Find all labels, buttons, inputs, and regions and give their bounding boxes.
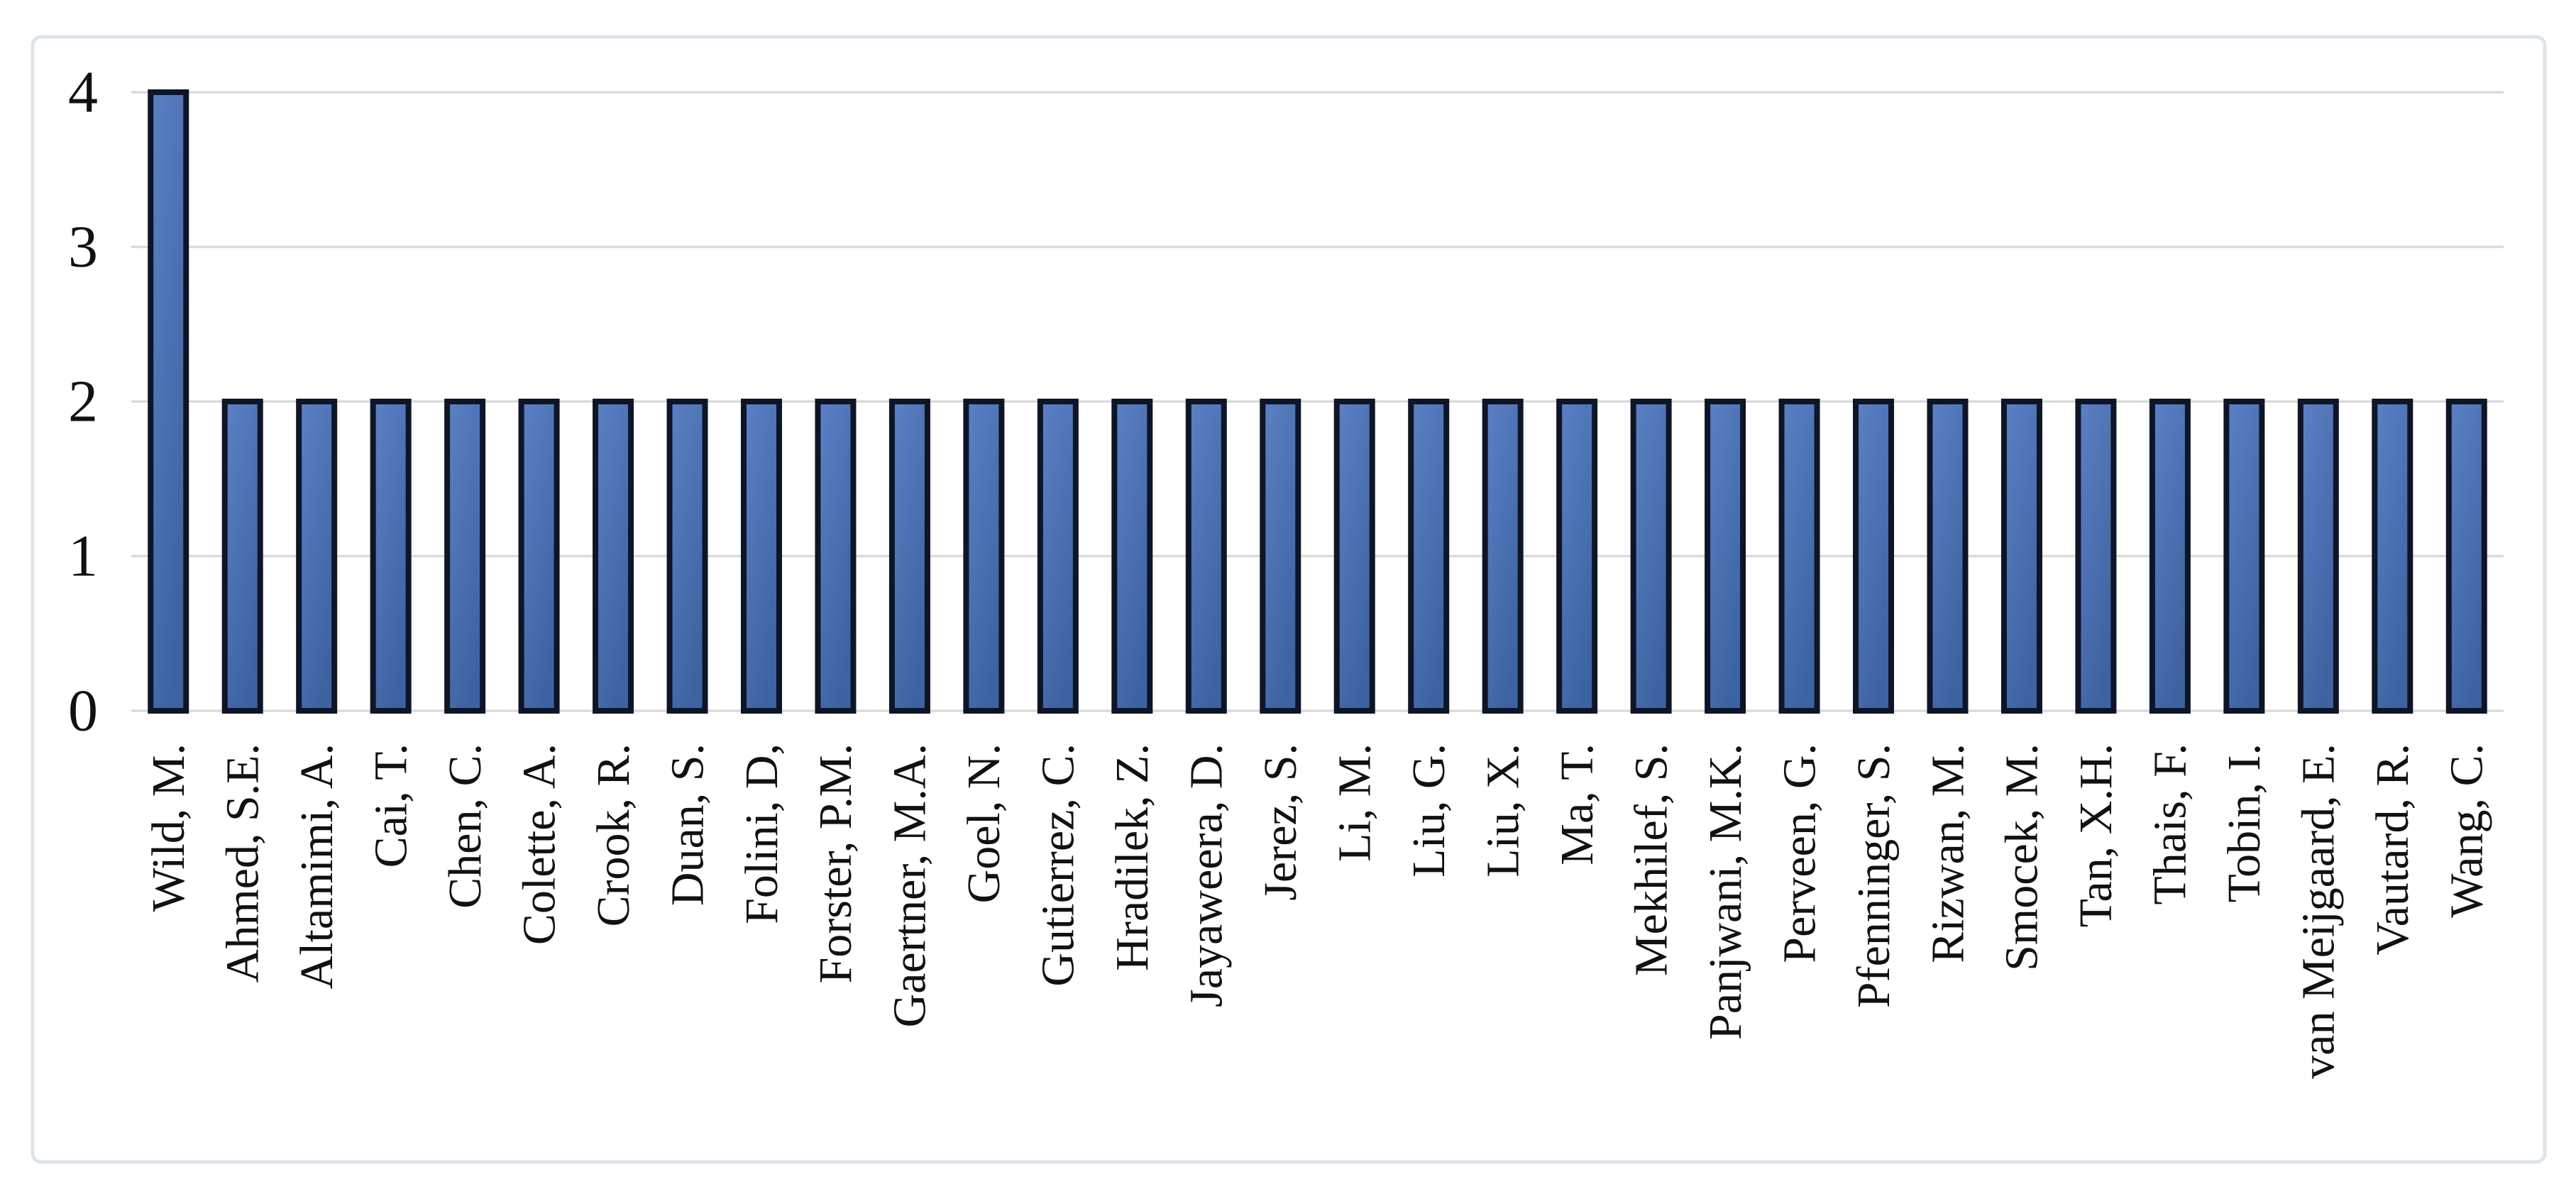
bar (2075, 399, 2117, 714)
bar (1333, 399, 1375, 714)
y-tick-label: 0 (68, 678, 98, 744)
category-label: Liu, X. (1477, 743, 1529, 877)
bar (1705, 399, 1746, 714)
bar (963, 399, 1005, 714)
category-label: Forster, P.M. (810, 743, 862, 983)
bar (1778, 399, 1820, 714)
bar (1260, 399, 1301, 714)
category-label: Goel, N. (958, 743, 1010, 903)
category-label: Chen, C. (439, 743, 491, 909)
bar (888, 399, 930, 714)
category-label: Folini, D, (736, 743, 788, 924)
category-label: Mekhilef, S. (1625, 743, 1677, 976)
bar (2223, 399, 2265, 714)
bar (2297, 399, 2339, 714)
category-label: Colette, A. (513, 743, 565, 945)
category-label: Jerez, S. (1255, 743, 1306, 901)
category-label: Liu, G. (1403, 743, 1455, 877)
category-label: Smocek, M. (1996, 743, 2048, 971)
bar (296, 399, 338, 714)
category-label: Ma, T. (1551, 743, 1603, 865)
category-label: Tobin, I. (2218, 743, 2270, 903)
category-label: Ahmed, S.E. (216, 743, 268, 982)
y-tick-label: 3 (68, 214, 98, 280)
y-tick-label: 1 (68, 524, 98, 589)
bar (666, 399, 708, 714)
y-tick-label: 4 (68, 60, 98, 126)
bar (1927, 399, 1969, 714)
bar (1556, 399, 1598, 714)
category-label: Crook, R. (588, 743, 639, 927)
category-label: van Meijgaard, E. (2293, 743, 2345, 1079)
bar (815, 399, 857, 714)
category-label: Thais, F. (2145, 743, 2196, 905)
category-label: Cai, T. (365, 743, 417, 868)
category-label: Gaertner, M.A. (884, 743, 936, 1028)
category-label: Wild, M. (143, 743, 194, 912)
bar (2372, 399, 2413, 714)
bar (2445, 399, 2487, 714)
bar (1630, 399, 1672, 714)
category-label: Wang, C. (2441, 743, 2493, 918)
category-label: Perveen, G. (1773, 743, 1825, 963)
x-axis-category-labels: Wild, M. Ahmed, S.E. Altamimi, A. Cai, T. Ch… (143, 743, 2493, 1079)
bar (2149, 399, 2191, 714)
bar (740, 399, 782, 714)
category-label: Hradilek, Z. (1106, 743, 1158, 971)
bar (518, 399, 560, 714)
bar (1408, 399, 1450, 714)
bar (1482, 399, 1524, 714)
y-axis-tick-labels: 0 1 2 3 4 (68, 60, 98, 744)
bar (370, 399, 412, 714)
category-label: Duan, S. (661, 743, 713, 906)
bar (1185, 399, 1227, 714)
bar (1853, 399, 1895, 714)
category-label: Vautard, R. (2367, 743, 2418, 956)
bar (593, 399, 634, 714)
y-tick-label: 2 (68, 369, 98, 435)
bar (444, 399, 486, 714)
bars (148, 89, 2487, 714)
category-label: Altamimi, A. (291, 743, 343, 990)
category-label: Rizwan, M. (1922, 743, 1974, 963)
bar (221, 399, 263, 714)
category-label: Jayaweera, D. (1181, 743, 1233, 1007)
category-label: Panjwani, M.K. (1700, 743, 1751, 1040)
bar (148, 89, 189, 714)
category-label: Gutierrez, C. (1033, 743, 1084, 987)
category-label: Tan, X.H. (2070, 743, 2122, 927)
category-label: Li, M. (1329, 743, 1381, 862)
chart-frame-border (31, 35, 2547, 1164)
bar (1037, 399, 1079, 714)
category-label: Pfenninger, S. (1848, 743, 1900, 1008)
bar (2000, 399, 2042, 714)
bar (1111, 399, 1153, 714)
